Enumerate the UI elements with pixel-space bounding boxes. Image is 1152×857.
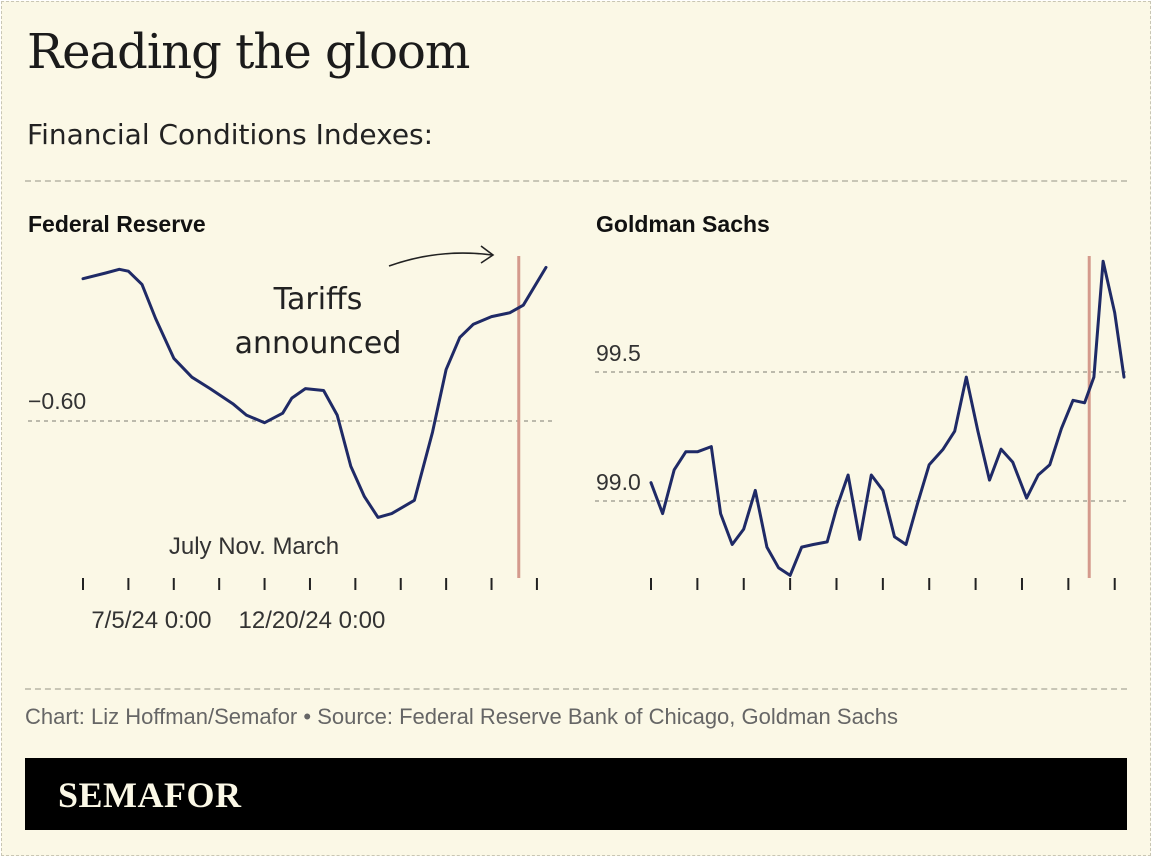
x-inner-label-fed: July Nov. March (169, 533, 339, 560)
series-line-fed (81, 265, 548, 519)
annotation-arrow (388, 252, 493, 267)
x-ticks-gs (650, 578, 1116, 590)
series-line-gs (649, 259, 1126, 577)
panel-federal-reserve: Federal Reserve −0.60 July Nov. March 7/… (28, 211, 556, 634)
chart-credit: Chart: Liz Hoffman/Semafor • Source: Fed… (25, 704, 899, 729)
annotation-arrowhead (480, 245, 495, 264)
semafor-logo: SEMAFOR (58, 775, 242, 815)
charts-panel: Federal Reserve −0.60 July Nov. March 7/… (28, 211, 1126, 634)
x-ticks-fed (82, 578, 538, 590)
ytick-label-fed: −0.60 (28, 388, 86, 414)
panel-goldman-sachs: Goldman Sachs 99.5 99.0 (595, 211, 1126, 590)
chart-title: Reading the gloom (27, 24, 470, 80)
x-tick-label-fed-dec: 12/20/24 0:00 (239, 607, 386, 634)
panel-title-goldman-sachs: Goldman Sachs (596, 211, 770, 237)
chart-subtitle: Financial Conditions Indexes: (27, 118, 434, 151)
ytick-label-gs-99-5: 99.5 (596, 340, 641, 366)
annotation-tariffs: Tariffs announced (235, 282, 402, 361)
x-tick-label-fed-july: 7/5/24 0:00 (91, 607, 211, 634)
divider-top (25, 180, 1127, 182)
brand-bar: SEMAFOR (25, 758, 1127, 830)
panel-title-federal-reserve: Federal Reserve (28, 211, 206, 237)
ytick-label-gs-99-0: 99.0 (596, 469, 641, 495)
divider-bottom (25, 688, 1127, 690)
